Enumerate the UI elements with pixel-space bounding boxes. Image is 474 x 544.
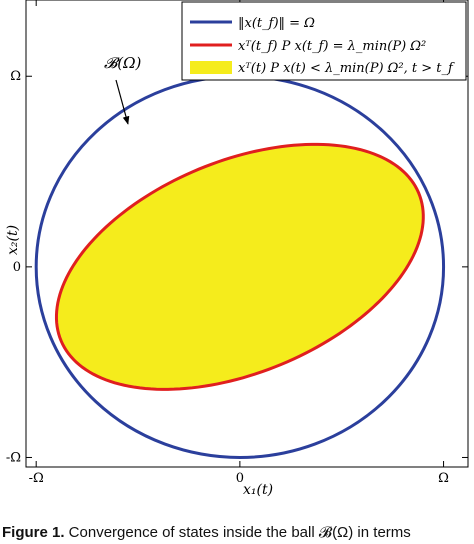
x-tick-label: -Ω xyxy=(29,471,44,486)
figure-caption: Figure 1. Convergence of states inside t… xyxy=(2,524,472,544)
y-tick-label: 0 xyxy=(13,260,21,275)
region-fill xyxy=(56,144,424,390)
legend-label-ellipse: xᵀ(t_f) P x(t_f) = λ_min(P) Ω² xyxy=(238,39,426,54)
y-tick-label: Ω xyxy=(10,69,21,84)
caption-label: Figure 1. xyxy=(2,524,65,541)
x-tick-label: 0 xyxy=(236,471,244,486)
legend: ‖x(t_f)‖ = Ω xᵀ(t_f) P x(t_f) = λ_min(P)… xyxy=(181,1,467,81)
y-axis-ticks: -Ω 0 Ω xyxy=(6,69,468,465)
x-tick-label: Ω xyxy=(438,471,449,486)
legend-label-circle: ‖x(t_f)‖ = Ω xyxy=(238,16,315,31)
legend-swatch-region xyxy=(190,61,232,74)
caption-text: Convergence of states inside the ball 𝓑(… xyxy=(64,524,411,541)
ellipse-boundary xyxy=(54,142,425,391)
y-axis-label: x₂(t) xyxy=(5,225,21,255)
x-axis-label: x₁(t) xyxy=(243,482,273,498)
legend-label-region: xᵀ(t) P x(t) < λ_min(P) Ω², t > t_f xyxy=(238,61,455,76)
ball-annotation: 𝓑(Ω) xyxy=(104,54,142,72)
annotation-arrow xyxy=(115,79,130,125)
y-tick-label: -Ω xyxy=(6,450,21,465)
